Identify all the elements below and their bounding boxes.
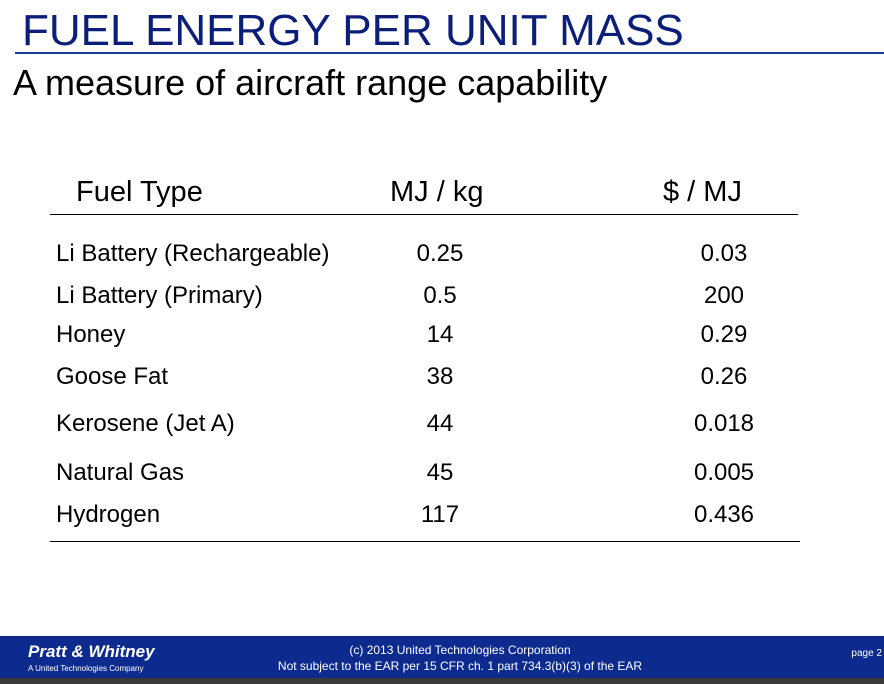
table-cell: 44: [426, 410, 454, 437]
table-cell: 0.436: [693, 501, 755, 528]
title-rule: [15, 52, 884, 54]
subtitle: A measure of aircraft range capability: [13, 62, 608, 103]
table-cell: 0.03: [700, 240, 748, 267]
table-cell: Goose Fat: [56, 363, 169, 390]
table-cell: Li Battery (Primary): [56, 282, 263, 309]
table-cell: 117: [420, 501, 460, 528]
logo-subtitle: A United Technologies Company: [28, 664, 144, 673]
title: FUEL ENERGY PER UNIT MASS: [22, 6, 684, 55]
footer-bar: [0, 636, 884, 678]
table-cell: 0.005: [693, 459, 755, 486]
copyright: (c) 2013 United Technologies Corporation: [349, 643, 571, 657]
table-cell: 0.5: [423, 282, 457, 309]
table-rule: [50, 214, 798, 215]
column-header: $ / MJ: [663, 176, 742, 208]
table-rule: [50, 541, 800, 542]
table-cell: 14: [426, 321, 454, 348]
table-cell: 38: [426, 363, 454, 390]
logo: Pratt & Whitney: [28, 642, 155, 661]
table-cell: Natural Gas: [56, 459, 185, 486]
table-cell: Honey: [56, 321, 126, 348]
table-cell: 0.25: [416, 240, 464, 267]
table-cell: Li Battery (Rechargeable): [56, 240, 330, 267]
footer-stripe: [0, 678, 884, 684]
column-header: Fuel Type: [76, 176, 203, 208]
table-cell: 0.29: [700, 321, 748, 348]
column-header: MJ / kg: [390, 176, 484, 208]
table-cell: Hydrogen: [56, 501, 161, 528]
table-cell: 0.26: [700, 363, 748, 390]
notice: Not subject to the EAR per 15 CFR ch. 1 …: [277, 659, 643, 673]
table-cell: 45: [426, 459, 454, 486]
table-cell: 0.018: [693, 410, 755, 437]
page-number: page 2: [851, 648, 882, 659]
table-cell: Kerosene (Jet A): [56, 410, 235, 437]
table-cell: 200: [703, 282, 745, 309]
